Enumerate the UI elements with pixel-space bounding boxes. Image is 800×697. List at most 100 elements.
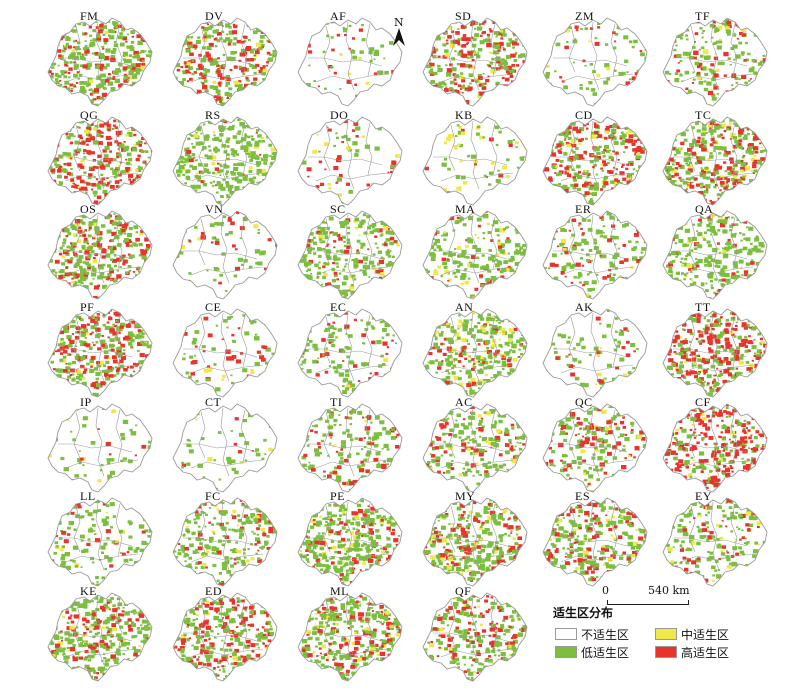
suitability-cell xyxy=(499,29,504,33)
suitability-cell xyxy=(264,85,270,89)
suitability-cell xyxy=(552,117,558,122)
suitability-cell xyxy=(607,170,612,174)
suitability-cell xyxy=(360,293,363,295)
suitability-cell xyxy=(696,194,699,197)
suitability-cell xyxy=(89,282,93,286)
suitability-cell xyxy=(520,53,526,58)
suitability-cell xyxy=(494,290,498,293)
suitability-cell xyxy=(432,227,437,231)
suitability-cell xyxy=(358,234,361,237)
suitability-cell xyxy=(344,293,348,297)
suitability-cell xyxy=(138,254,142,257)
suitability-cell xyxy=(49,277,53,280)
suitability-cell xyxy=(672,163,675,166)
suitability-cell xyxy=(352,55,357,60)
suitability-cell xyxy=(546,142,549,144)
suitability-cell xyxy=(101,182,107,187)
suitability-cell xyxy=(273,201,277,204)
suitability-cell xyxy=(498,213,502,216)
suitability-cell xyxy=(462,34,467,37)
suitability-cell xyxy=(83,197,88,200)
suitability-cell xyxy=(117,230,124,235)
suitability-cell xyxy=(442,36,446,39)
suitability-cell xyxy=(278,297,283,301)
suitability-cell xyxy=(118,199,122,202)
suitability-cell xyxy=(604,63,610,68)
suitability-cell xyxy=(307,293,310,296)
suitability-cell xyxy=(591,154,594,157)
suitability-cell xyxy=(214,167,219,171)
suitability-cell xyxy=(634,151,638,154)
suitability-cell xyxy=(115,196,121,201)
suitability-cell xyxy=(149,212,152,217)
suitability-cell xyxy=(641,26,646,30)
suitability-cell xyxy=(671,96,675,100)
suitability-cell xyxy=(227,188,232,192)
suitability-cell xyxy=(82,186,88,191)
suitability-cell xyxy=(125,117,130,121)
suitability-cell xyxy=(768,123,772,126)
suitability-cell xyxy=(79,219,84,223)
suitability-cell xyxy=(226,195,231,199)
suitability-cell xyxy=(520,79,527,84)
suitability-cell xyxy=(302,284,306,288)
suitability-cell xyxy=(50,244,56,249)
suitability-cell xyxy=(437,64,441,68)
suitability-cell xyxy=(122,259,128,264)
suitability-cell xyxy=(506,42,511,46)
suitability-cell xyxy=(84,32,88,35)
suitability-cell xyxy=(140,49,145,54)
suitability-cell xyxy=(524,88,527,93)
suitability-cell xyxy=(225,139,230,144)
suitability-cell xyxy=(50,233,56,237)
suitability-cell xyxy=(544,183,550,188)
suitability-cell xyxy=(115,291,120,295)
suitability-cell xyxy=(332,291,337,294)
suitability-cell xyxy=(398,228,402,232)
suitability-cell xyxy=(261,95,265,99)
suitability-cell xyxy=(640,150,645,154)
suitability-cell xyxy=(449,63,453,67)
suitability-cell xyxy=(709,152,713,155)
suitability-cell xyxy=(226,127,229,130)
suitability-cell xyxy=(635,148,641,153)
suitability-cell xyxy=(431,92,437,97)
suitability-cell xyxy=(390,186,395,191)
suitability-cell xyxy=(717,165,723,170)
suitability-cell xyxy=(701,143,704,146)
suitability-cell xyxy=(149,54,152,58)
suitability-cell xyxy=(521,266,525,269)
suitability-cell xyxy=(88,79,94,83)
suitability-cell xyxy=(663,165,668,170)
suitability-cell xyxy=(434,23,437,26)
suitability-cell xyxy=(333,71,337,75)
suitability-cell xyxy=(759,29,762,33)
suitability-cell xyxy=(188,158,194,163)
suitability-cell xyxy=(431,253,436,258)
suitability-cell xyxy=(136,93,142,98)
suitability-cell xyxy=(687,89,693,94)
suitability-cell xyxy=(523,265,526,268)
suitability-cell xyxy=(105,48,111,53)
suitability-cell xyxy=(92,29,97,33)
suitability-cell xyxy=(57,74,62,78)
suitability-cell xyxy=(222,53,226,57)
suitability-cell xyxy=(584,64,587,67)
suitability-cell xyxy=(83,237,88,241)
suitability-cell xyxy=(720,201,725,204)
suitability-cell xyxy=(687,147,693,152)
suitability-cell xyxy=(700,186,703,189)
suitability-cell xyxy=(755,104,762,106)
county-boundary xyxy=(95,21,105,91)
suitability-cell xyxy=(619,135,623,138)
suitability-cell xyxy=(271,127,277,132)
suitability-cell xyxy=(400,226,402,229)
suitability-cell xyxy=(756,98,762,103)
suitability-cell xyxy=(129,60,132,63)
suitability-cell xyxy=(245,76,249,80)
suitability-cell xyxy=(558,200,563,204)
suitability-cell xyxy=(91,182,97,187)
suitability-cell xyxy=(640,172,645,177)
suitability-cell xyxy=(443,122,447,125)
suitability-cell xyxy=(423,292,429,296)
